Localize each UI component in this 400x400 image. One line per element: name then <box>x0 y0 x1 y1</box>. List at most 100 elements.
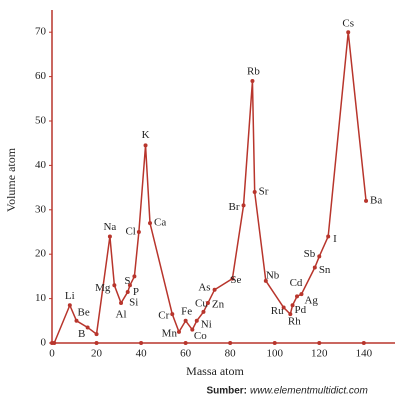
x-tick-label: 140 <box>356 348 373 360</box>
point-label: Br <box>229 201 240 213</box>
data-point <box>201 309 206 314</box>
point-label: Pd <box>295 304 307 316</box>
source: www.elementmultidict.com <box>250 386 368 397</box>
x-tick-label: 20 <box>91 348 103 360</box>
point-label: I <box>333 233 337 245</box>
point-label: P <box>133 286 139 298</box>
point-label: Mg <box>95 282 111 294</box>
point-label: Sb <box>304 248 316 260</box>
point-label: Cd <box>290 277 303 289</box>
point-label: As <box>198 281 210 293</box>
point-label: Mn <box>162 327 178 339</box>
y-tick-label: 0 <box>41 337 47 349</box>
source-label: Sumber: <box>206 386 247 397</box>
point-label: Ni <box>201 318 212 330</box>
point-label: Rb <box>247 66 260 78</box>
point-label: Co <box>194 330 207 342</box>
point-label: Cs <box>342 18 354 30</box>
point-label: Zn <box>212 299 225 311</box>
data-point <box>312 265 317 270</box>
data-point <box>317 254 322 259</box>
x-tick-label: 100 <box>266 348 283 360</box>
data-point <box>112 283 117 288</box>
data-point <box>290 303 295 308</box>
data-point <box>190 327 195 332</box>
data-point <box>183 318 188 323</box>
data-point <box>299 292 304 297</box>
data-point <box>241 203 246 208</box>
y-tick-label: 10 <box>35 292 47 304</box>
data-point <box>143 143 148 148</box>
point-label: Ru <box>271 305 284 317</box>
data-point <box>346 30 351 35</box>
point-label: Ca <box>154 217 166 229</box>
x-tick <box>361 341 366 345</box>
point-label: B <box>78 328 85 340</box>
data-point <box>52 341 57 345</box>
point-label: S <box>124 275 130 287</box>
point-label: Fe <box>181 305 192 317</box>
data-point <box>107 234 112 239</box>
point-label: Sn <box>319 264 331 276</box>
x-tick-label: 40 <box>136 348 148 360</box>
x-tick-label: 120 <box>311 348 328 360</box>
data-line <box>53 32 367 344</box>
data-point <box>205 301 210 306</box>
point-label: Nb <box>266 269 280 281</box>
x-axis-title: Massa atom <box>186 364 244 378</box>
x-tick <box>183 341 188 345</box>
data-point <box>250 79 255 84</box>
data-point <box>125 289 130 294</box>
y-tick-label: 70 <box>35 26 47 38</box>
point-label: Rh <box>288 316 301 328</box>
data-point <box>212 287 217 292</box>
y-tick-label: 50 <box>35 115 47 127</box>
x-tick <box>317 341 322 345</box>
data-point <box>74 318 79 323</box>
data-point <box>148 221 152 226</box>
point-label: Na <box>103 221 116 233</box>
data-point <box>67 303 72 308</box>
data-point <box>136 230 141 234</box>
point-label: Ag <box>304 295 318 307</box>
data-point <box>288 312 293 317</box>
point-label: Al <box>116 309 127 321</box>
data-point <box>281 305 286 310</box>
data-point <box>127 283 132 288</box>
point-label: Se <box>230 274 241 286</box>
point-label: Sr <box>259 186 269 198</box>
x-tick <box>139 341 144 345</box>
data-point <box>176 329 181 334</box>
x-tick <box>228 341 233 345</box>
point-label: Cl <box>125 226 135 238</box>
data-point <box>230 276 235 281</box>
point-label: Ba <box>370 194 382 206</box>
point-label: Si <box>129 296 138 308</box>
point-label: Be <box>78 306 90 318</box>
x-tick <box>94 341 99 345</box>
data-point <box>194 318 199 323</box>
y-tick-label: 40 <box>35 159 47 171</box>
x-tick-label: 80 <box>225 348 237 360</box>
y-tick-label: 30 <box>35 203 47 215</box>
point-label: K <box>142 129 150 141</box>
data-point <box>295 294 299 299</box>
x-tick <box>272 341 277 345</box>
data-point <box>364 198 369 203</box>
x-tick-label: 0 <box>49 348 55 360</box>
y-axis-title: Volume atom <box>4 147 18 212</box>
data-point <box>94 332 99 337</box>
data-point <box>252 190 257 195</box>
data-point <box>326 234 331 239</box>
y-tick-label: 60 <box>35 70 47 82</box>
data-point <box>170 312 175 317</box>
data-point <box>263 278 268 283</box>
data-point <box>132 274 137 279</box>
y-tick-label: 20 <box>35 248 47 260</box>
point-label: Cu <box>195 297 208 309</box>
x-tick-label: 60 <box>180 348 192 360</box>
point-label: Li <box>65 290 75 302</box>
data-point <box>119 301 124 306</box>
